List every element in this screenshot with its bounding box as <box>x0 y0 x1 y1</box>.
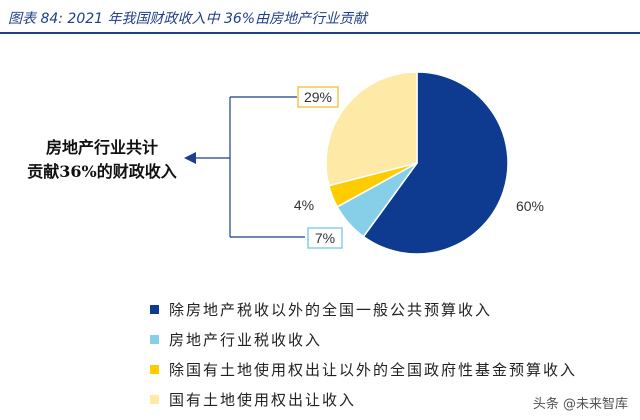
bracket-connector <box>184 96 305 238</box>
legend-label-0: 除房地产税收以外的全国一般公共预算收入 <box>169 300 493 319</box>
chart-title: 图表 84: 2021 年我国财政收入中 36%由房地产行业贡献 <box>8 11 368 27</box>
data-label-3: 29% <box>304 89 332 105</box>
annotation-line-2: 贡献36%的财政收入 <box>27 162 177 181</box>
chart-legend: 除房地产税收以外的全国一般公共预算收入 房地产行业税收收入除国有土地使用权出让以外… <box>150 294 577 414</box>
data-label-2: 4% <box>294 197 314 213</box>
pie-chart: 60% 7% 4% 29% <box>184 71 544 255</box>
legend-label-3: 国有土地使用权出让收入 <box>169 390 357 409</box>
data-label-0: 60% <box>516 198 544 214</box>
data-label-box-1 <box>307 227 343 249</box>
legend-item-0: 除房地产税收以外的全国一般公共预算收入 <box>150 294 577 324</box>
legend-item-2: 除国有土地使用权出让以外的全国政府性基金预算收入 <box>150 354 577 384</box>
data-label-1: 7% <box>315 230 335 246</box>
legend-swatch-3 <box>150 394 159 404</box>
arrow-left-icon <box>184 152 196 164</box>
pie-slice-3 <box>325 71 418 187</box>
data-label-box-3 <box>297 86 339 108</box>
watermark: 头条 @未来智库 <box>532 397 628 412</box>
legend-item-1: 房地产行业税收收入 <box>150 324 577 354</box>
annotation-line-1: 房地产行业共计 <box>45 138 158 157</box>
bracket-annotation: 房地产行业共计 贡献36%的财政收入 <box>22 136 182 184</box>
legend-label-2: 除国有土地使用权出让以外的全国政府性基金预算收入 <box>169 360 578 379</box>
title-divider <box>0 32 640 34</box>
legend-swatch-0 <box>150 304 159 314</box>
legend-label-1: 房地产行业税收收入 <box>169 330 323 349</box>
pie-slice-0 <box>362 71 509 255</box>
legend-swatch-2 <box>150 364 159 374</box>
legend-swatch-1 <box>150 334 159 344</box>
legend-item-3: 国有土地使用权出让收入 <box>150 384 577 414</box>
